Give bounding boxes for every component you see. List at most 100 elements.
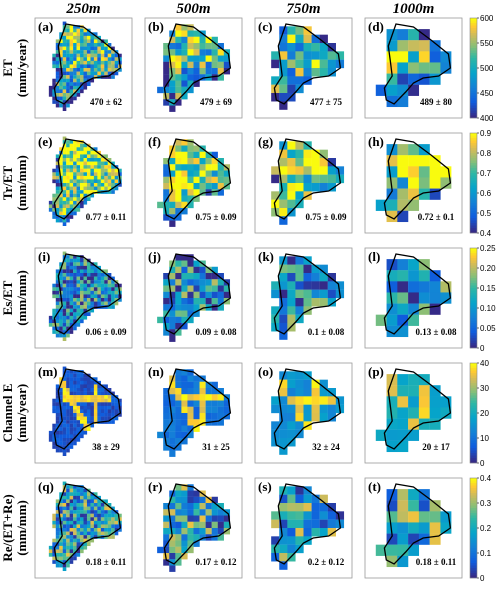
heatmap-cell [66, 380, 70, 385]
heatmap-cell [97, 35, 101, 40]
heatmap-cell [86, 510, 91, 514]
heatmap-cell [386, 292, 398, 304]
heatmap-cell [169, 521, 176, 529]
heatmap-cell [55, 43, 60, 47]
heatmap-cell [62, 560, 67, 564]
heatmap-cell [187, 49, 194, 56]
heatmap-cell [181, 266, 188, 274]
heatmap-cell [97, 50, 101, 54]
heatmap-cell [76, 57, 81, 62]
heatmap-cell [287, 199, 296, 209]
heatmap-cell [311, 273, 320, 282]
heatmap-cell [279, 51, 288, 60]
heatmap-cell [295, 519, 304, 529]
heatmap-cell [80, 298, 84, 302]
heatmap-cell [52, 409, 56, 414]
heatmap-cell [76, 283, 81, 288]
heatmap-cell [62, 441, 67, 446]
heatmap-cell [107, 402, 112, 407]
row-label-1: ET (mm/year) [0, 39, 29, 97]
heatmap-cell [73, 50, 77, 54]
heatmap-cell [76, 370, 81, 374]
heatmap-cell [169, 36, 176, 44]
heatmap-cell [59, 78, 63, 83]
heatmap-cell [73, 283, 77, 288]
heatmap-cell [93, 75, 98, 79]
heatmap-cell [83, 402, 88, 407]
heatmap-cell [66, 301, 70, 306]
heatmap-cell [66, 154, 70, 159]
heatmap-cell [303, 34, 312, 44]
heatmap-cell [217, 279, 224, 286]
heatmap-cell [408, 407, 420, 419]
heatmap-cell [181, 406, 188, 414]
heatmap-cell [175, 170, 182, 177]
heatmap-cell [181, 316, 188, 324]
heatmap-cell [86, 183, 91, 187]
heatmap-cell [223, 291, 231, 299]
colorbar-segment [470, 435, 477, 439]
heatmap-cell [86, 301, 91, 306]
colorbar-segment [470, 275, 477, 279]
heatmap-cell [311, 298, 320, 307]
heatmap-cell [181, 36, 188, 44]
heatmap-cell [73, 211, 77, 216]
heatmap-cell [66, 75, 70, 79]
heatmap-cell [211, 406, 218, 414]
heatmap-cell [100, 71, 105, 76]
heatmap-cell [59, 326, 63, 331]
heatmap-cell [93, 405, 98, 410]
heatmap-cell [295, 503, 304, 512]
heatmap-cell [66, 82, 70, 87]
heatmap-cell [118, 57, 122, 62]
heatmap-cell [104, 413, 108, 417]
heatmap-cell [66, 269, 70, 274]
heatmap-cell [93, 53, 98, 58]
heatmap-cell [69, 528, 74, 532]
heatmap-cell [104, 53, 108, 58]
heatmap-cell [303, 413, 312, 422]
basin-outline [273, 368, 342, 450]
heatmap-cell [217, 419, 224, 426]
heatmap-cell [59, 93, 63, 97]
heatmap-cell [319, 503, 328, 512]
heatmap-cell [62, 495, 67, 500]
heatmap-cell [279, 519, 288, 529]
heatmap-cell [66, 265, 70, 270]
panel-stat: 0.18 ± 0.11 [86, 557, 127, 567]
panel-letter: (p) [368, 364, 384, 379]
heatmap-cell [97, 413, 101, 417]
heatmap-cell [97, 520, 101, 525]
heatmap-cell [69, 495, 74, 500]
heatmap-cell [86, 39, 91, 44]
colorbar-segment [470, 290, 477, 294]
heatmap-cell [62, 107, 67, 112]
heatmap-cell [80, 179, 84, 184]
heatmap-cell [100, 513, 105, 518]
heatmap-cell [55, 563, 60, 568]
colorbar-segment [470, 545, 477, 549]
heatmap-cell [303, 396, 312, 405]
heatmap-cell [59, 186, 63, 191]
heatmap-cell [175, 74, 182, 81]
basin-outline [163, 23, 232, 105]
heatmap-cell [175, 164, 182, 171]
basin-outline [163, 483, 232, 565]
colorbar-segment [470, 40, 477, 44]
heatmap-cell [163, 316, 170, 324]
heatmap-cell [408, 29, 420, 41]
heatmap-cell [205, 266, 212, 274]
heatmap-cell [193, 158, 200, 165]
heatmap-cell [193, 400, 200, 407]
heatmap-cell [97, 165, 101, 169]
heatmap-cell [100, 273, 105, 277]
heatmap-cell [69, 211, 74, 216]
heatmap-cell [62, 32, 67, 37]
heatmap-cell [55, 545, 60, 550]
heatmap-cell [52, 57, 56, 62]
colorbar-segment [470, 148, 477, 151]
heatmap-cell [295, 298, 304, 307]
heatmap-cell [187, 388, 194, 395]
heatmap-cell [76, 506, 81, 511]
heatmap-cell [97, 269, 101, 274]
